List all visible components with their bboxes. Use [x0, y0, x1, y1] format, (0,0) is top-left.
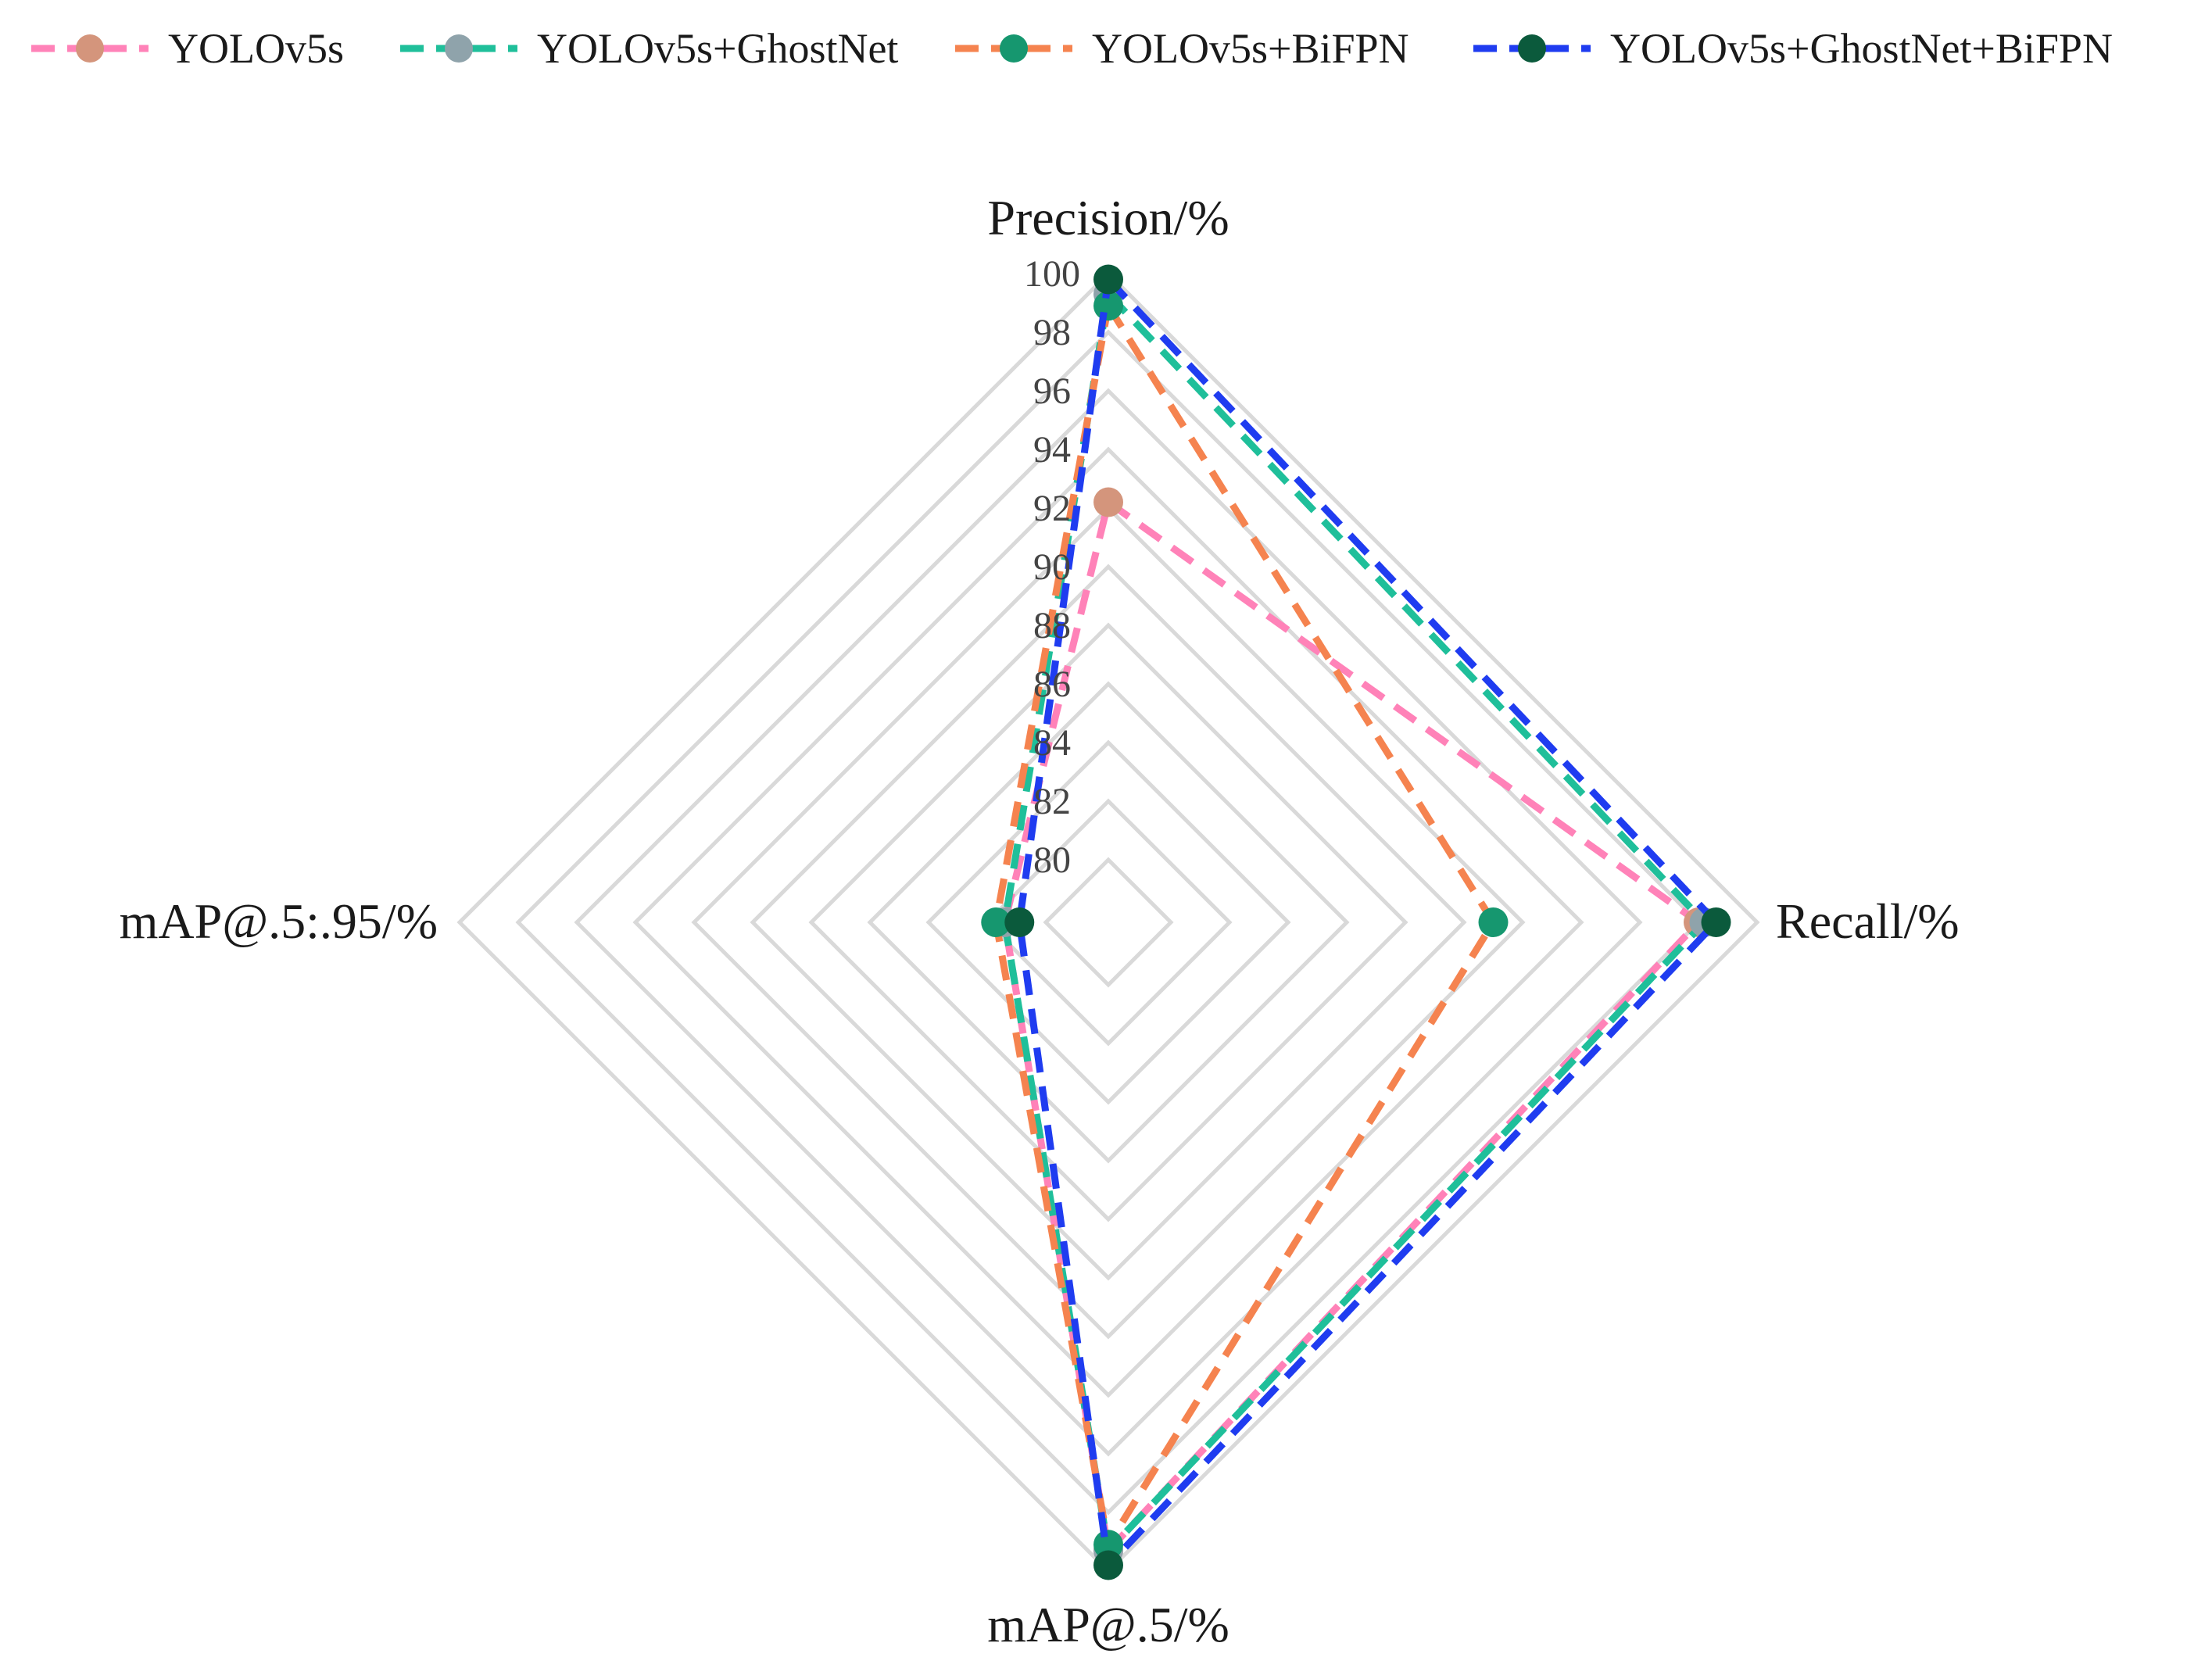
axis-label: Recall/%	[1776, 893, 1960, 949]
tick-label: 86	[1033, 664, 1071, 705]
legend-marker	[1518, 34, 1546, 63]
axis-label: mAP@.5/%	[987, 1597, 1229, 1652]
grid-ring	[808, 622, 1408, 1222]
tick-label: 100	[1024, 253, 1080, 295]
legend-label: YOLOv5s+GhostNet+BiFPN	[1610, 25, 2113, 72]
tick-label: 92	[1033, 488, 1071, 529]
grid-ring	[691, 505, 1526, 1340]
series-point	[1701, 907, 1731, 937]
series-point	[1093, 1550, 1123, 1580]
legend: YOLOv5s YOLOv5s+GhostNet YOLOv5s+BiFPN YOLO…	[31, 25, 2113, 72]
grid-ring	[984, 798, 1233, 1047]
radar-grid	[456, 270, 1760, 1574]
series-3	[981, 291, 1509, 1560]
legend-label: YOLOv5s+GhostNet	[537, 25, 898, 72]
grid-ring	[632, 446, 1584, 1398]
legend-item: YOLOv5s	[31, 25, 344, 72]
series-line	[1001, 290, 1708, 1555]
axis-label: Precision/%	[987, 190, 1229, 245]
tick-label: 82	[1033, 781, 1071, 822]
grid-ring	[456, 270, 1760, 1574]
tick-label: 96	[1033, 370, 1071, 412]
series-point	[1478, 907, 1509, 937]
grid-ring	[574, 388, 1643, 1457]
series-point	[1093, 264, 1123, 295]
legend-item: YOLOv5s+BiFPN	[955, 25, 1409, 72]
tick-label: 88	[1033, 605, 1071, 646]
tick-label: 84	[1033, 722, 1071, 764]
series-point	[981, 907, 1011, 937]
tick-label: 98	[1033, 312, 1071, 353]
grid-ring	[515, 329, 1702, 1516]
radar-series	[981, 264, 1731, 1580]
grid-ring	[867, 681, 1350, 1164]
series-1	[990, 487, 1713, 1566]
grid-ring	[925, 739, 1291, 1105]
legend-label: YOLOv5s	[168, 25, 344, 72]
axis-label: mAP@.5:.95/%	[120, 893, 438, 949]
series-4	[1004, 264, 1731, 1580]
legend-marker	[1000, 34, 1028, 63]
grid-ring	[1043, 857, 1174, 988]
legend-marker	[76, 34, 104, 63]
axis-labels: Precision/% Recall/% mAP@.5/% mAP@.5:.95/%	[120, 190, 1960, 1652]
radial-tick-labels: 80 82 84 86 88 90 92 94 96 98 100	[1024, 253, 1080, 881]
legend-label: YOLOv5s+BiFPN	[1092, 25, 1409, 72]
tick-label: 80	[1033, 839, 1071, 881]
series-point	[1093, 1530, 1123, 1560]
series-2	[990, 279, 1720, 1566]
legend-marker	[445, 34, 473, 63]
legend-item: YOLOv5s+GhostNet+BiFPN	[1473, 25, 2113, 72]
series-line	[1015, 276, 1720, 1569]
tick-label: 90	[1033, 546, 1071, 588]
tick-label: 94	[1033, 429, 1071, 471]
legend-item: YOLOv5s+GhostNet	[400, 25, 898, 72]
series-point	[1004, 907, 1035, 937]
series-point	[1093, 487, 1123, 517]
grid-ring	[750, 564, 1467, 1281]
